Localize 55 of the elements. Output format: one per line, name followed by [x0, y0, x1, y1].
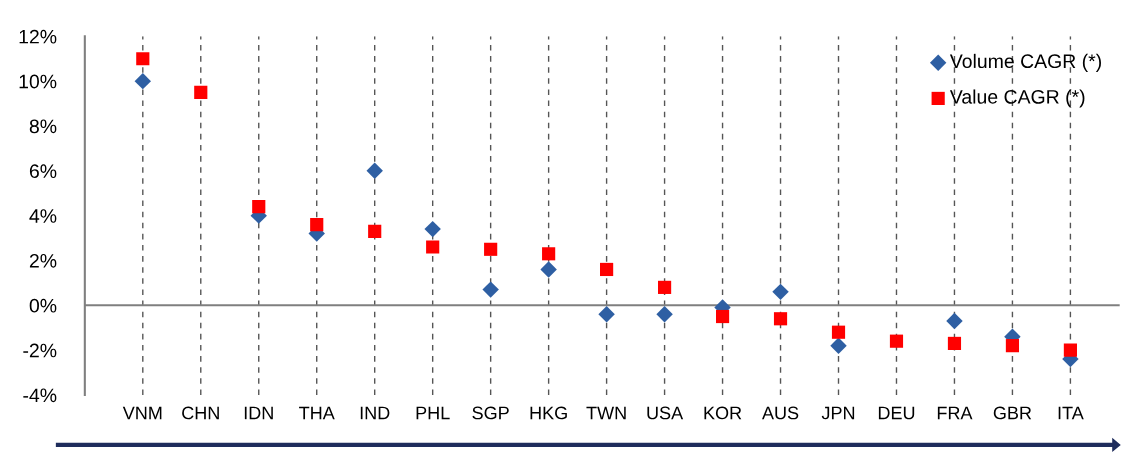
point — [947, 336, 962, 351]
point — [946, 312, 963, 330]
point — [540, 261, 557, 278]
point — [424, 220, 441, 238]
point — [368, 224, 382, 238]
x-tick-label: KOR — [704, 406, 742, 420]
x-tick-label: VNM — [122, 406, 162, 420]
x-tick-label: AUS — [762, 406, 799, 420]
legend-label: Volume CAGR (*) — [949, 53, 1101, 72]
x-tick-label: TWN — [586, 406, 626, 420]
point — [194, 85, 208, 99]
point — [542, 247, 556, 261]
point — [657, 280, 672, 294]
point — [600, 262, 614, 277]
point — [136, 52, 150, 66]
point — [1005, 339, 1020, 353]
point — [598, 306, 615, 323]
x-tick-label: GBR — [993, 406, 1032, 420]
point — [252, 200, 266, 214]
point — [426, 240, 440, 254]
x-tick-label: THA — [299, 406, 335, 420]
point — [772, 283, 789, 301]
point — [482, 281, 499, 298]
point — [889, 334, 904, 348]
point — [484, 242, 498, 256]
y-tick-label: 4% — [29, 209, 57, 223]
point — [366, 162, 383, 180]
x-tick-label: DEU — [878, 406, 915, 420]
point — [310, 218, 324, 232]
point — [830, 337, 847, 354]
legend-label: Value CAGR (*) — [949, 89, 1085, 108]
y-tick-label: 10% — [19, 74, 57, 89]
x-tick-label: PHL — [416, 406, 450, 420]
point — [656, 306, 673, 323]
point — [773, 312, 788, 326]
point — [134, 72, 152, 90]
y-tick-label: -4% — [23, 388, 57, 403]
y-tick-label: 12% — [19, 29, 57, 44]
x-tick-label: CHN — [182, 406, 219, 420]
point — [1063, 343, 1077, 357]
x-tick-label: USA — [647, 406, 684, 420]
x-tick-label: SGP — [472, 406, 509, 420]
point — [715, 309, 730, 324]
x-tick-label: IND — [360, 406, 390, 420]
y-tick-label: 6% — [29, 164, 57, 179]
x-tick-label: HKG — [530, 406, 567, 420]
x-tick-label: IDN — [244, 406, 273, 420]
point — [831, 325, 846, 339]
y-tick-label: 0% — [29, 298, 57, 313]
x-tick-label: ITA — [1058, 406, 1084, 420]
x-tick-label: FRA — [937, 406, 973, 420]
y-tick-label: 2% — [29, 253, 57, 268]
x-tick-label: JPN — [821, 406, 855, 420]
y-tick-label: 8% — [29, 119, 57, 134]
y-tick-label: -2% — [23, 343, 57, 358]
